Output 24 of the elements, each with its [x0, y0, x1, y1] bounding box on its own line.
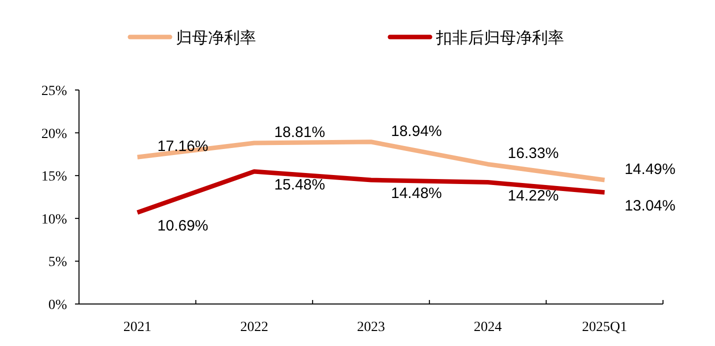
x-tick-label: 2021 — [123, 320, 152, 335]
x-tick-label: 2022 — [240, 320, 268, 335]
legend-label: 归母净利率 — [176, 29, 256, 47]
legend-label: 扣非后归母净利率 — [435, 29, 564, 47]
y-tick-label: 20% — [41, 126, 68, 142]
line-series — [135, 169, 607, 215]
x-tick-label: 2023 — [357, 320, 385, 335]
data-label: 14.48% — [391, 185, 442, 202]
x-tick-label: 2025Q1 — [582, 320, 628, 335]
y-tick-label: 15% — [41, 170, 68, 185]
data-label: 14.22% — [508, 187, 559, 204]
y-tick-label: 10% — [41, 212, 68, 228]
data-label: 16.33% — [508, 145, 559, 162]
data-label: 18.94% — [391, 122, 442, 140]
data-label: 13.04% — [624, 197, 676, 214]
data-label: 10.69% — [157, 217, 208, 234]
data-label: 18.81% — [274, 124, 326, 141]
data-label: 17.16% — [157, 138, 208, 156]
y-tick-label: 25% — [41, 84, 68, 99]
y-tick-label: 5% — [48, 255, 68, 270]
data-label: 15.48% — [274, 176, 326, 194]
y-tick-label: 0% — [48, 298, 68, 313]
data-label: 14.49% — [624, 160, 676, 178]
x-tick-label: 2024 — [474, 320, 502, 335]
